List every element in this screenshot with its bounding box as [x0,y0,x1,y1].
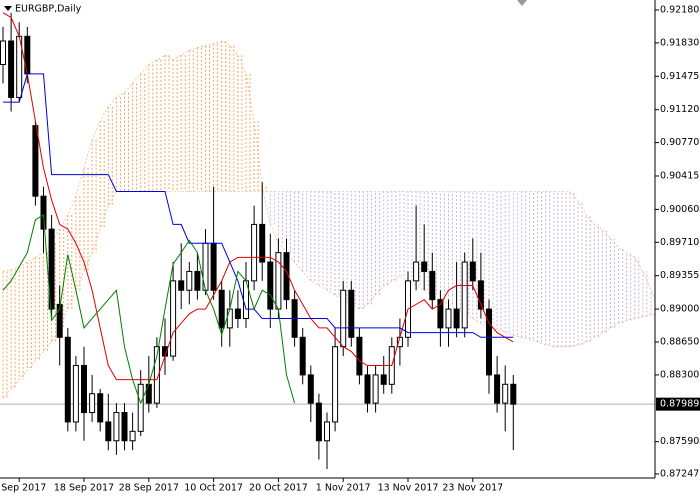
candle-body [307,374,314,404]
candle-body [348,289,355,338]
y-tick-label: 0.87590 [660,436,699,447]
candle-body [234,308,241,319]
candle-body [210,242,217,291]
y-tick-label: 0.88300 [660,369,699,380]
candle-body [372,374,379,404]
candle-body [218,289,225,329]
cloud-edge [2,40,660,347]
candle-body [413,261,420,282]
candle-body [48,228,55,310]
y-tick-label: 0.89710 [660,237,699,248]
candle-body [105,421,112,442]
candle-body [502,383,509,404]
symbol-menu-arrow[interactable] [4,6,12,11]
candle-body [251,223,258,282]
candle-body [267,261,274,310]
candle-body [129,430,136,442]
cloud-edge [2,191,660,399]
y-tick-label: 0.89000 [660,304,699,315]
candle-body [64,336,71,423]
x-tick-label: 23 Nov 2017 [442,483,503,494]
candle-body [437,299,444,329]
candle-body [469,261,476,282]
candle-body [81,365,87,414]
x-tick-label: 18 Sep 2017 [54,483,114,494]
candle-body [445,308,452,329]
candle-body [40,195,47,230]
candle-body [380,374,387,385]
y-tick-label: 0.90770 [660,137,699,148]
x-tick-label: 13 Nov 2017 [378,483,439,494]
y-tick-label: 0.90415 [660,170,699,181]
candle-body [24,35,31,75]
x-tick-label: 6 Sep 2017 [0,483,46,494]
candle-body [332,346,339,423]
y-tick-label: 0.91475 [660,71,699,82]
candle-body [315,402,322,442]
candle-body [186,270,193,291]
candle-body [494,374,501,404]
chart-title: EURGBP,Daily [15,4,82,15]
candle-body [72,365,79,423]
y-tick-label: 0.92180 [660,4,699,15]
candle-body [121,412,128,442]
y-tick-label: 0.91830 [660,37,699,48]
current-price-box [656,397,700,411]
candle-body [178,280,185,291]
indicator-line [3,73,514,338]
y-tick-label: 0.89355 [660,270,699,281]
candle-body [97,393,104,423]
candle-body [170,280,177,357]
y-tick-label: 0.87247 [660,468,699,479]
candle-body [477,280,484,310]
candle-body [299,336,306,376]
candle-body [356,336,363,376]
candle-body [421,261,428,272]
x-tick-label: 10 Oct 2017 [184,483,243,494]
candle-body [364,374,371,404]
axis-mask [655,0,700,494]
candle-body [8,40,15,98]
candle-body [137,383,144,432]
y-tick-label: 0.88650 [660,336,699,347]
current-price-label: 0.87989 [660,399,699,410]
x-tick-label: 28 Sep 2017 [119,483,179,494]
indicator-line [2,12,514,381]
scroll-marker [517,0,527,6]
candle-body [89,393,96,414]
candle-body [259,223,266,263]
candle-body [461,261,468,329]
candle-body [194,270,201,291]
candle-body [32,125,39,197]
y-tick-label: 0.90060 [660,204,699,215]
candle-body [453,308,460,329]
candle-body [340,289,347,348]
candle-body [486,308,492,376]
indicator-line [2,214,296,405]
candle-body [153,346,160,404]
x-tick-label: 20 Oct 2017 [249,483,308,494]
candle-body [0,40,6,66]
candle-body [56,303,63,338]
axis-mask [0,478,655,494]
candle-body [226,308,233,329]
candle-body [429,270,436,301]
candle-body [324,421,330,442]
candle-body [113,412,120,442]
y-tick-label: 0.91120 [660,104,699,115]
candle-body [510,383,517,405]
x-tick-label: 1 Nov 2017 [316,483,371,494]
